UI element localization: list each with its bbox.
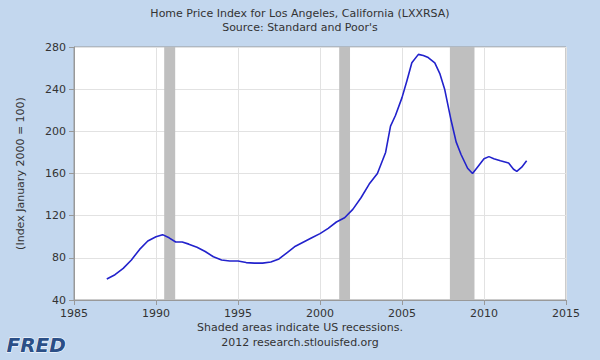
svg-text:2005: 2005 (388, 307, 416, 320)
svg-text:2010: 2010 (470, 307, 498, 320)
svg-text:280: 280 (45, 41, 66, 54)
svg-text:1995: 1995 (224, 307, 252, 320)
svg-text:200: 200 (45, 125, 66, 138)
svg-text:Home Price Index for Los Angel: Home Price Index for Los Angeles, Califo… (150, 7, 449, 20)
svg-text:1985: 1985 (60, 307, 88, 320)
svg-text:Shaded areas indicate US reces: Shaded areas indicate US recessions. (197, 321, 403, 334)
svg-text:2000: 2000 (306, 307, 334, 320)
svg-text:FRED: FRED (7, 333, 66, 357)
svg-text:40: 40 (52, 294, 66, 307)
svg-text:160: 160 (45, 167, 66, 180)
svg-text:Source: Standard and Poor's: Source: Standard and Poor's (222, 21, 378, 34)
svg-text:(Index January 2000 = 100): (Index January 2000 = 100) (14, 97, 27, 250)
svg-text:1990: 1990 (142, 307, 170, 320)
svg-text:2015: 2015 (552, 307, 580, 320)
svg-text:2012 research.stlouisfed.org: 2012 research.stlouisfed.org (221, 336, 378, 349)
svg-text:120: 120 (45, 209, 66, 222)
svg-text:240: 240 (45, 83, 66, 96)
svg-text:80: 80 (52, 251, 66, 264)
